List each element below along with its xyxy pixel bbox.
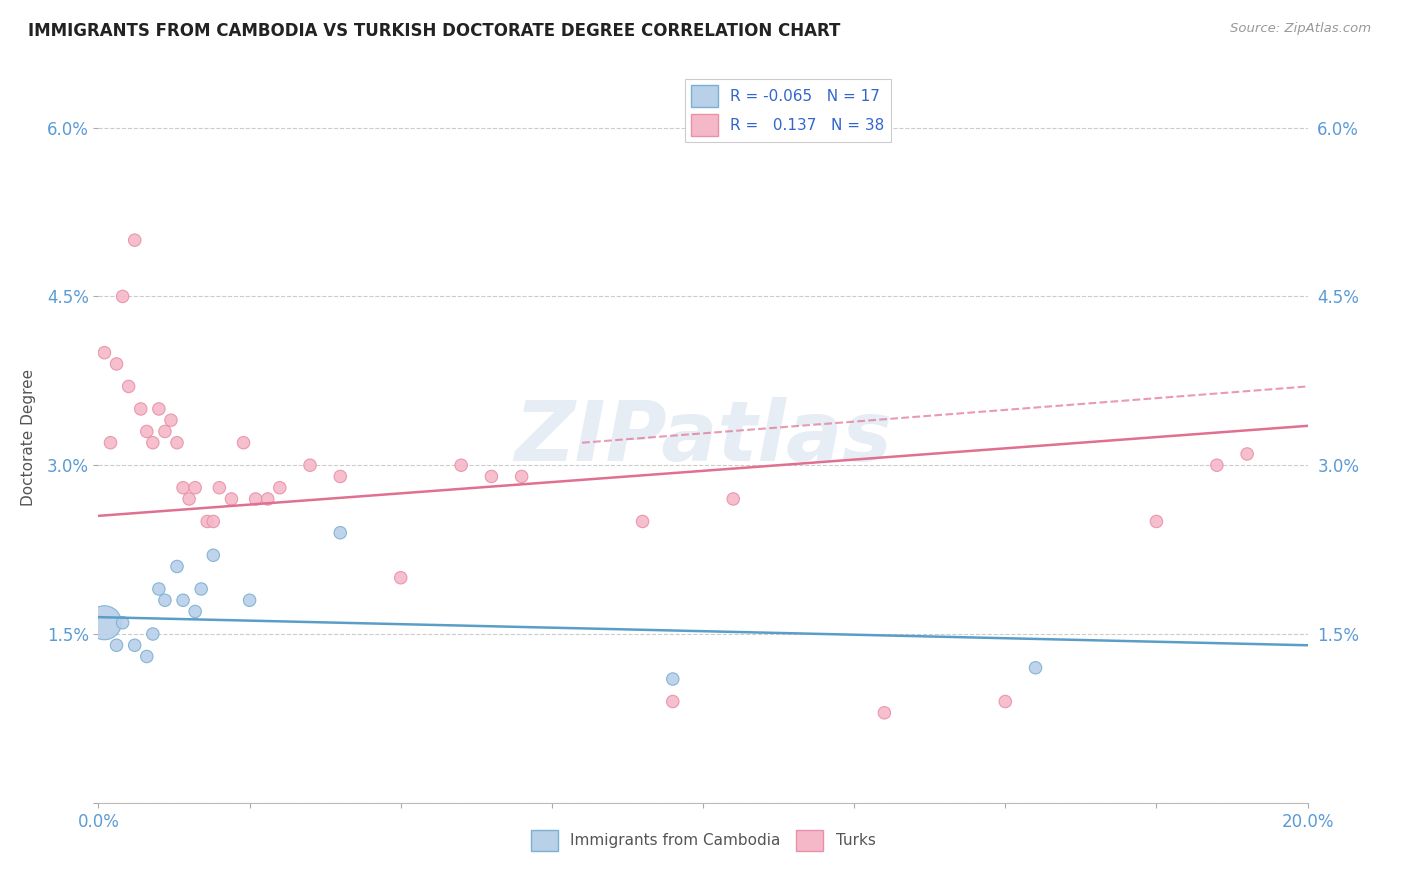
Point: [135, 649, 157, 664]
Point: [481, 469, 503, 483]
Point: [245, 491, 267, 506]
Point: [1144, 515, 1167, 529]
Point: [256, 491, 278, 506]
Point: [873, 706, 896, 720]
Point: [221, 491, 243, 506]
Point: [329, 525, 352, 540]
Point: [160, 413, 183, 427]
Point: [1236, 447, 1258, 461]
Point: [111, 615, 134, 630]
Point: [239, 593, 262, 607]
Point: [994, 694, 1017, 708]
Point: [93, 615, 115, 630]
Point: [184, 481, 207, 495]
Point: [142, 627, 165, 641]
Point: [269, 481, 291, 495]
Point: [166, 559, 188, 574]
Point: [111, 289, 134, 303]
Point: [179, 491, 201, 506]
Point: [100, 435, 122, 450]
Point: [105, 357, 128, 371]
Point: [389, 571, 412, 585]
Point: [510, 469, 533, 483]
Point: [124, 638, 146, 652]
Point: [202, 548, 225, 562]
Point: [661, 694, 683, 708]
Point: [299, 458, 322, 473]
Point: [153, 593, 176, 607]
Point: [124, 233, 146, 247]
Point: [184, 605, 207, 619]
Point: [172, 593, 194, 607]
Point: [723, 491, 745, 506]
Point: [142, 435, 165, 450]
Point: [118, 379, 141, 393]
Point: [190, 582, 212, 596]
Point: [172, 481, 194, 495]
Point: [105, 638, 128, 652]
Point: [148, 582, 170, 596]
Text: ZIPatlas: ZIPatlas: [515, 397, 891, 477]
Point: [195, 515, 218, 529]
Point: [129, 401, 152, 416]
Y-axis label: Doctorate Degree: Doctorate Degree: [21, 368, 35, 506]
Point: [232, 435, 254, 450]
Point: [202, 515, 225, 529]
Point: [208, 481, 231, 495]
Point: [148, 401, 170, 416]
Point: [1206, 458, 1229, 473]
Point: [661, 672, 683, 686]
Point: [153, 425, 176, 439]
Point: [631, 515, 654, 529]
Legend: Immigrants from Cambodia, Turks: Immigrants from Cambodia, Turks: [524, 823, 882, 857]
Point: [135, 425, 157, 439]
Point: [329, 469, 352, 483]
Text: IMMIGRANTS FROM CAMBODIA VS TURKISH DOCTORATE DEGREE CORRELATION CHART: IMMIGRANTS FROM CAMBODIA VS TURKISH DOCT…: [28, 22, 841, 40]
Point: [166, 435, 188, 450]
Text: Source: ZipAtlas.com: Source: ZipAtlas.com: [1230, 22, 1371, 36]
Point: [93, 345, 115, 359]
Point: [450, 458, 472, 473]
Point: [1024, 661, 1046, 675]
